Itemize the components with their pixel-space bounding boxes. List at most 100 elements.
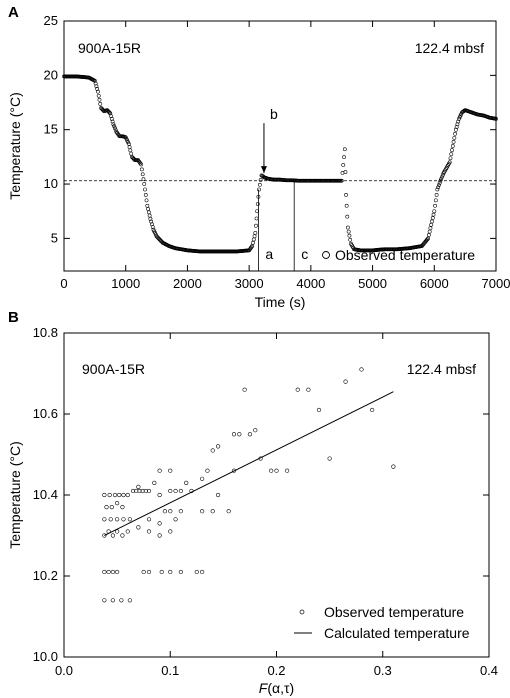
panel-a-data-point	[251, 240, 255, 245]
panel-a-data-point	[455, 122, 460, 127]
panel-a-data-point	[252, 234, 257, 239]
panel-a-data-point	[96, 93, 101, 98]
panel-b-data-point	[157, 533, 162, 538]
panel-b-data-point	[178, 569, 183, 575]
panel-b-data-point	[242, 387, 247, 392]
panel-b-data-point	[215, 492, 221, 498]
panel-a-chart: A 0 1000 2000 3000 4000 5000 6000 7000 5 10 15 20 25 T…	[7, 4, 510, 310]
panel-a-data-point	[109, 116, 114, 121]
panel-a-y-tick-label: 25	[44, 13, 58, 28]
panel-b-data-point	[102, 533, 107, 538]
panel-a-x-tick-label: 3000	[235, 276, 264, 291]
panel-b-data-point	[102, 598, 107, 603]
panel-a-data-point	[148, 216, 153, 221]
panel-a-legend-marker	[322, 251, 330, 259]
panel-b-data-point	[115, 517, 120, 522]
panel-a-data-point	[113, 128, 118, 132]
panel-b-data-point	[117, 492, 122, 498]
panel-a-data-point	[341, 163, 346, 167]
panel-b-data-point	[136, 525, 141, 530]
panel-a-data-point	[436, 185, 441, 190]
panel-a-x-axis-label: Time (s)	[255, 294, 306, 310]
panel-b-data-point	[168, 509, 173, 514]
panel-a-data-point	[93, 81, 98, 86]
panel-b-data-point	[157, 521, 162, 526]
panel-a-data-point	[346, 229, 351, 234]
panel-a-legend-label: Observed temperature	[335, 247, 475, 263]
panel-a-data-point	[433, 203, 437, 208]
panel-a-data-point	[438, 178, 443, 183]
panel-a-data-point	[257, 182, 262, 187]
panel-a-data-point	[251, 237, 256, 242]
panel-b-data-point	[343, 379, 348, 384]
panel-a-label: A	[8, 4, 19, 21]
panel-b-x-tick-label: 0.1	[161, 663, 179, 678]
panel-a-data-point	[437, 183, 441, 188]
panel-a-data-point	[140, 172, 145, 177]
panel-a-data-point	[142, 182, 147, 186]
panel-b-label: B	[8, 309, 19, 326]
panel-a-data-point	[150, 225, 155, 229]
panel-b-data-point	[327, 456, 332, 461]
panel-a-y-tick-label: 20	[44, 67, 58, 82]
panel-b-y-axis-label: Temperature (°C)	[7, 441, 23, 549]
panel-a-data-point	[433, 198, 438, 203]
panel-a-x-tick-label: 4000	[296, 276, 325, 291]
panel-b-data-point	[134, 488, 139, 494]
panel-b-data-point	[215, 444, 221, 449]
panel-a-data-point	[113, 126, 117, 130]
panel-a-y-tick-label: 10	[44, 176, 58, 191]
panel-b-y-tick-label: 10.8	[33, 325, 58, 340]
panel-a-data-point	[343, 170, 348, 174]
panel-b-data-point	[162, 509, 168, 514]
panel-b-data-point	[102, 517, 107, 522]
panel-a-data-point	[431, 212, 436, 217]
panel-a-data-point	[111, 122, 116, 127]
panel-a-data-point	[96, 89, 100, 94]
panel-a-data-point	[144, 198, 149, 203]
panel-a-y-axis-label: Temperature (°C)	[7, 92, 23, 200]
panel-a-data-point	[128, 148, 133, 153]
panel-b-data-point	[370, 407, 375, 413]
panel-b-x-tick-label: 0.0	[55, 663, 73, 678]
panel-b-data-point	[119, 598, 124, 603]
panel-b-data-point	[210, 448, 215, 453]
panel-b-data-point	[102, 492, 107, 498]
panel-b-data-point	[226, 509, 231, 514]
panel-a-data-point	[98, 101, 103, 106]
panel-b-data-point	[231, 432, 237, 437]
panel-a-data-point	[430, 216, 435, 220]
panel-b-data-point	[200, 476, 205, 481]
panel-a-data-point	[452, 135, 457, 140]
panel-b-legend-observed-label: Observed temperature	[324, 604, 464, 620]
panel-b-data-point	[173, 488, 178, 494]
panel-a-data-point	[453, 127, 458, 132]
panel-b-data-point	[157, 468, 162, 473]
panel-b-data-point	[120, 505, 125, 510]
panel-a-data-point	[110, 119, 115, 124]
panel-b-data-point	[173, 517, 178, 522]
panel-b-data-point	[106, 569, 111, 575]
panel-a-data-point	[257, 187, 261, 192]
panel-b-data-point	[168, 529, 173, 534]
panel-a-data-point	[342, 155, 346, 160]
panel-a-data-point	[143, 193, 148, 197]
panel-b-x-axis-label: F(α,τ)	[259, 680, 294, 696]
panel-b-data-point	[141, 569, 146, 575]
panel-a-x-tick-label: 0	[60, 276, 67, 291]
panel-b-data-point	[205, 468, 210, 473]
panel-a-data-point	[107, 110, 112, 115]
panel-a-data-point	[344, 203, 349, 208]
panel-a-data-point	[450, 144, 455, 148]
marker-b-label: b	[270, 106, 278, 122]
panel-b-data-point	[200, 509, 205, 514]
panel-b-data-point	[137, 488, 142, 494]
panel-a-data-point	[450, 148, 454, 152]
panel-b-data-point	[178, 488, 183, 494]
panel-b-data-point	[127, 598, 132, 603]
panel-b-data-point	[109, 505, 114, 510]
panel-a-depth-label: 122.4 mbsf	[415, 40, 484, 56]
marker-c-label: c	[301, 246, 308, 262]
panel-a-data-point	[453, 131, 458, 136]
